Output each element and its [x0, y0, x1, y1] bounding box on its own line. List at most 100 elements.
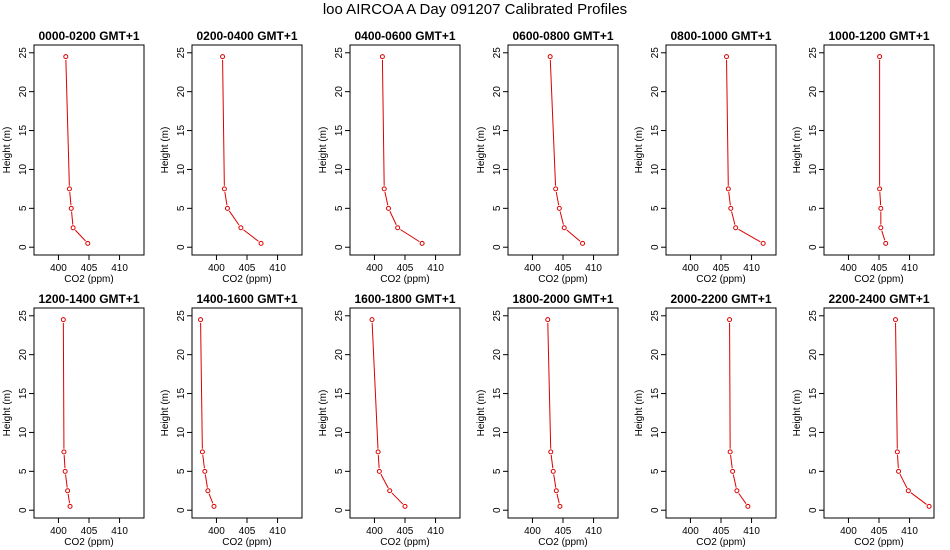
panel-title: 1200-1400 GMT+1 — [38, 292, 139, 306]
data-point — [62, 468, 68, 474]
x-tick-label: 405 — [239, 526, 256, 537]
x-axis-label: CO2 (ppm) — [854, 274, 903, 285]
series-line-segment — [208, 493, 214, 504]
x-tick-label: 400 — [682, 263, 699, 274]
x-tick-label: 400 — [840, 263, 857, 274]
profile-panel: 0200-0400 GMT+1 400 405 410 0 5 10 15 20 25 CO2 (p… — [160, 29, 303, 285]
data-point — [395, 225, 401, 231]
y-tick-label: 0 — [650, 507, 661, 513]
data-point — [85, 240, 91, 246]
y-tick-label: 25 — [176, 310, 187, 322]
data-point — [375, 449, 381, 455]
y-tick-label: 20 — [334, 86, 345, 98]
plot-frame — [349, 307, 461, 519]
y-tick-label: 25 — [492, 47, 503, 59]
plot-frame — [665, 307, 777, 519]
data-point — [557, 503, 563, 509]
series-line-segment — [899, 473, 908, 489]
x-tick-label: 400 — [840, 526, 857, 537]
x-axis-label: CO2 (ppm) — [380, 274, 429, 285]
y-tick-label: 0 — [176, 244, 187, 250]
series-line-segment — [228, 210, 240, 226]
data-point — [878, 225, 884, 231]
y-tick-label: 5 — [18, 468, 29, 474]
y-axis-label: Height (m) — [476, 390, 487, 437]
series-line-segment — [69, 192, 72, 206]
y-tick-label: 15 — [176, 388, 187, 400]
y-tick-label: 0 — [808, 244, 819, 250]
series-line-segment — [726, 59, 729, 186]
y-tick-label: 10 — [334, 426, 345, 438]
y-tick-label: 15 — [18, 388, 29, 400]
y-tick-label: 10 — [492, 426, 503, 438]
data-point — [734, 488, 740, 494]
y-tick-label: 5 — [18, 205, 29, 211]
data-point — [724, 54, 729, 60]
data-point — [419, 240, 425, 246]
panel-title: 2200-2400 GMT+1 — [828, 292, 929, 306]
y-tick-label: 25 — [650, 310, 661, 322]
y-tick-label: 0 — [334, 507, 345, 513]
data-point — [877, 54, 883, 60]
y-tick-label: 20 — [808, 86, 819, 98]
y-tick-label: 5 — [808, 468, 819, 474]
profile-panel: 1200-1400 GMT+1 400 405 410 0 5 10 15 20 25 CO2 (p… — [2, 292, 145, 548]
y-tick-label: 0 — [18, 244, 29, 250]
x-axis-label: CO2 (ppm) — [696, 274, 745, 285]
data-point — [63, 54, 69, 60]
y-tick-label: 10 — [492, 163, 503, 175]
x-axis-label: CO2 (ppm) — [222, 537, 271, 548]
data-point — [387, 488, 393, 494]
series-line-segment — [549, 59, 557, 186]
data-point — [926, 503, 932, 509]
series-line-segment — [71, 211, 74, 225]
data-point — [376, 468, 382, 474]
x-tick-label: 410 — [111, 526, 128, 537]
series-line-segment — [895, 322, 898, 449]
x-tick-label: 405 — [555, 526, 572, 537]
y-tick-label: 10 — [176, 163, 187, 175]
data-point — [553, 488, 559, 494]
data-point — [402, 503, 408, 509]
series-line-segment — [389, 211, 397, 226]
panel-title: 0000-0200 GMT+1 — [38, 29, 139, 43]
panel-title: 2000-2200 GMT+1 — [670, 292, 771, 306]
x-axis-label: CO2 (ppm) — [222, 274, 271, 285]
data-point — [199, 449, 205, 455]
x-tick-label: 410 — [269, 526, 286, 537]
y-tick-label: 0 — [492, 244, 503, 250]
x-tick-label: 405 — [713, 526, 730, 537]
y-tick-label: 5 — [650, 205, 661, 211]
y-tick-label: 20 — [176, 86, 187, 98]
data-point — [894, 449, 900, 455]
series-line-segment — [200, 322, 203, 449]
y-tick-label: 20 — [18, 349, 29, 361]
plot-frame — [33, 44, 145, 256]
y-tick-label: 15 — [492, 388, 503, 400]
y-tick-label: 5 — [808, 205, 819, 211]
data-point — [760, 240, 766, 246]
data-point — [877, 186, 883, 192]
y-tick-label: 25 — [492, 310, 503, 322]
y-tick-label: 15 — [18, 125, 29, 137]
series-line-segment — [65, 59, 70, 186]
profile-panel: 1000-1200 GMT+1 400 405 410 0 5 10 15 20 25 CO2 (p… — [792, 29, 935, 285]
series-line-segment — [550, 455, 554, 469]
y-tick-label: 15 — [808, 125, 819, 137]
y-tick-label: 20 — [18, 86, 29, 98]
data-point — [70, 225, 76, 231]
data-point — [893, 317, 898, 323]
data-point — [67, 503, 73, 509]
data-point — [369, 317, 375, 323]
x-tick-label: 410 — [901, 526, 918, 537]
y-axis-label: Height (m) — [318, 390, 329, 437]
y-axis-label: Height (m) — [2, 390, 13, 437]
profile-panel: 1800-2000 GMT+1 400 405 410 0 5 10 15 20 25 CO2 (p… — [476, 292, 619, 548]
panel-title: 1600-1800 GMT+1 — [354, 292, 455, 306]
y-tick-label: 25 — [650, 47, 661, 59]
y-axis-label: Height (m) — [2, 127, 13, 174]
series-line-segment — [65, 474, 68, 488]
series-line-segment — [555, 191, 560, 206]
y-tick-label: 25 — [808, 47, 819, 59]
data-point — [905, 488, 911, 494]
